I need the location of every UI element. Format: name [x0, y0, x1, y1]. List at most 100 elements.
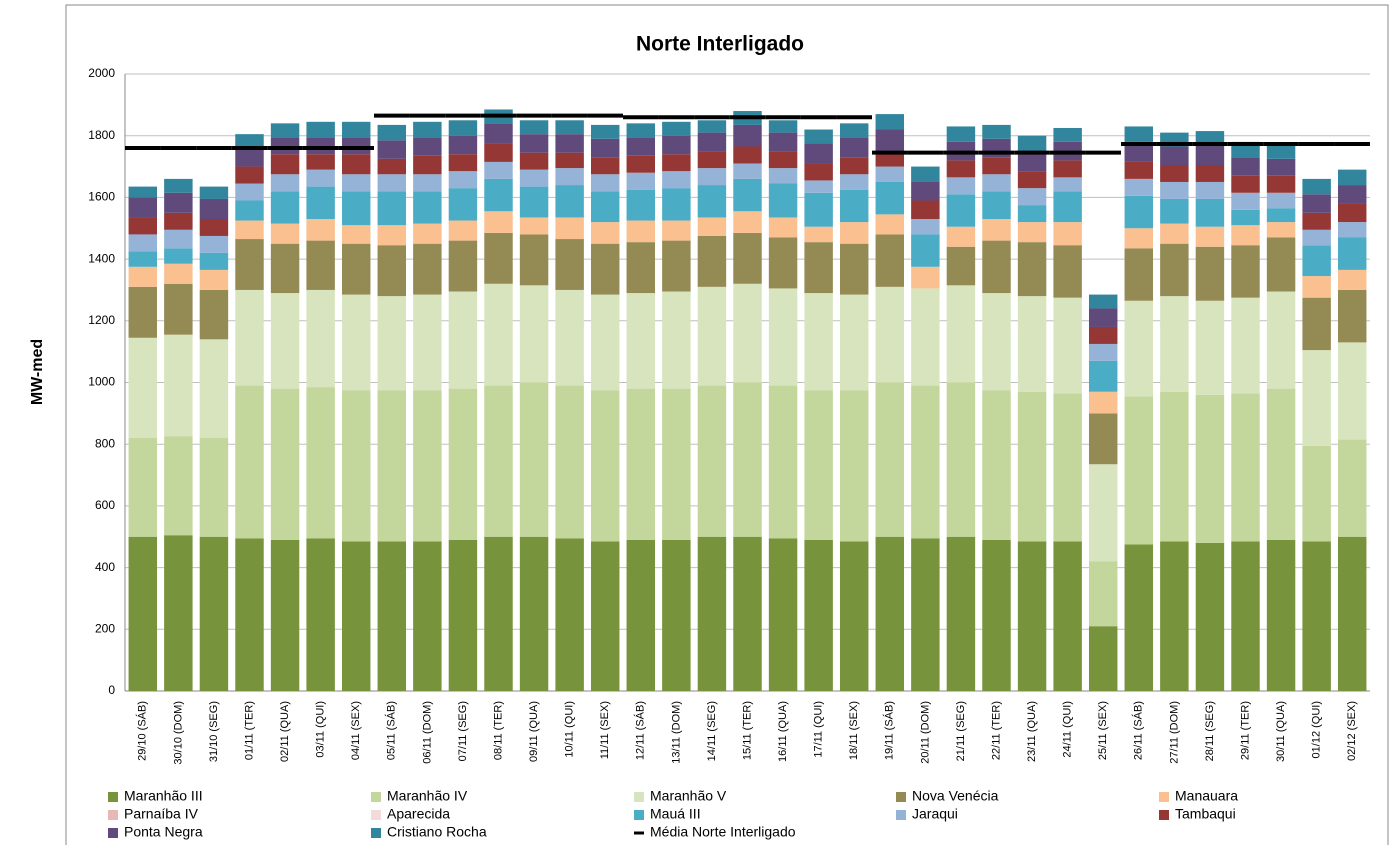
bar-segment: [448, 240, 478, 292]
x-tick-label: 10/11 (QUI): [564, 701, 576, 758]
bar-segment: [697, 286, 727, 386]
bar-segment: [377, 124, 407, 141]
bar-segment: [555, 239, 584, 290]
bar-segment: [377, 158, 407, 175]
bar-segment: [199, 186, 229, 199]
bar-segment: [804, 143, 833, 164]
bar-segment: [1124, 141, 1154, 162]
bar-segment: [1302, 350, 1331, 446]
bar-segment: [590, 390, 620, 542]
bar-segment: [1302, 178, 1331, 195]
x-tick-label: 23/11 (QUA): [1026, 701, 1038, 762]
legend-label: Maranhão IV: [387, 788, 468, 804]
bar-segment: [946, 285, 976, 383]
bar-segment: [128, 197, 158, 218]
bar-segment: [1017, 205, 1047, 223]
bar-segment: [839, 541, 869, 691]
bar-segment: [662, 188, 691, 221]
bar-segment: [555, 538, 584, 691]
x-tick-label: 18/11 (SEX): [848, 701, 860, 760]
x-tick-label: 14/11 (SEG): [706, 701, 718, 761]
bar-segment: [306, 538, 335, 691]
bar-segment: [626, 242, 656, 294]
bar-segment: [804, 293, 833, 391]
bar-segment: [839, 222, 869, 244]
bar-segment: [270, 137, 300, 155]
bar-segment: [199, 438, 229, 537]
bar-segment: [235, 148, 264, 167]
bar-segment: [1124, 178, 1154, 196]
legend-label: Maranhão V: [650, 788, 727, 804]
bar-segment: [270, 154, 300, 175]
legend-swatch: [634, 810, 644, 820]
legend-label: Jaraqui: [912, 806, 958, 822]
x-tick-label: 26/11 (SÁB): [1132, 701, 1145, 760]
x-tick-label: 20/11 (DOM): [919, 701, 931, 764]
bar-segment: [982, 539, 1011, 691]
bar-segment: [1017, 541, 1047, 691]
bar-segment: [519, 217, 549, 235]
bar-segment: [1195, 542, 1225, 691]
bar-segment: [1337, 169, 1367, 186]
legend-swatch: [108, 810, 118, 820]
bar-segment: [875, 214, 905, 235]
bar-segment: [1266, 158, 1296, 176]
bar-segment: [590, 124, 620, 139]
bar-segment: [128, 536, 158, 691]
legend-swatch: [1159, 792, 1169, 802]
bar-segment: [413, 243, 442, 295]
bar-segment: [519, 186, 549, 218]
bar-segment: [448, 539, 478, 691]
bar-segment: [1017, 222, 1047, 243]
bar-segment: [982, 191, 1011, 219]
bar-segment: [946, 382, 976, 537]
bar-segment: [1302, 194, 1331, 213]
bar-segment: [377, 245, 407, 297]
bar-segment: [1053, 541, 1082, 691]
bar-segment: [519, 234, 549, 286]
legend-label: Tambaqui: [1175, 806, 1236, 822]
bar-segment: [1017, 171, 1047, 189]
bar-segment: [555, 120, 584, 135]
bar-segment: [697, 385, 727, 537]
x-tick-label: 30/10 (DOM): [172, 701, 184, 765]
bar-segment: [875, 234, 905, 287]
bar-segment: [413, 137, 442, 156]
bar-segment: [484, 161, 513, 179]
bar-segment: [164, 192, 193, 213]
bar-segment: [626, 137, 656, 156]
bar-segment: [484, 123, 513, 144]
bar-segment: [1124, 396, 1154, 545]
bar-segment: [341, 541, 371, 691]
bar-segment: [306, 121, 335, 138]
bar-segment: [839, 189, 869, 223]
bar-segment: [270, 123, 300, 138]
bar-segment: [1053, 127, 1082, 142]
bar-segment: [804, 226, 833, 243]
bar-segment: [1266, 175, 1296, 193]
bar-segment: [519, 152, 549, 170]
bar-segment: [484, 385, 513, 537]
bar-segment: [519, 134, 549, 153]
bar-segment: [164, 263, 193, 284]
bar-segment: [1302, 445, 1331, 542]
bar-segment: [164, 283, 193, 335]
bar-segment: [875, 181, 905, 215]
bar-segment: [982, 293, 1011, 391]
bar-segment: [128, 251, 158, 267]
bar-segment: [1124, 195, 1154, 229]
bar-segment: [448, 388, 478, 540]
bar-segment: [377, 174, 407, 192]
legend-swatch: [634, 792, 644, 802]
bar-segment: [270, 174, 300, 192]
bar-segment: [768, 237, 798, 289]
bar-segment: [519, 382, 549, 537]
bar-segment: [1160, 181, 1189, 199]
bar-segment: [306, 387, 335, 539]
bar-segment: [270, 191, 300, 224]
bar-segment: [1231, 209, 1260, 226]
bar-segment: [875, 536, 905, 691]
legend-swatch: [1159, 810, 1169, 820]
bar-segment: [306, 186, 335, 219]
bar-segment: [1195, 394, 1225, 543]
